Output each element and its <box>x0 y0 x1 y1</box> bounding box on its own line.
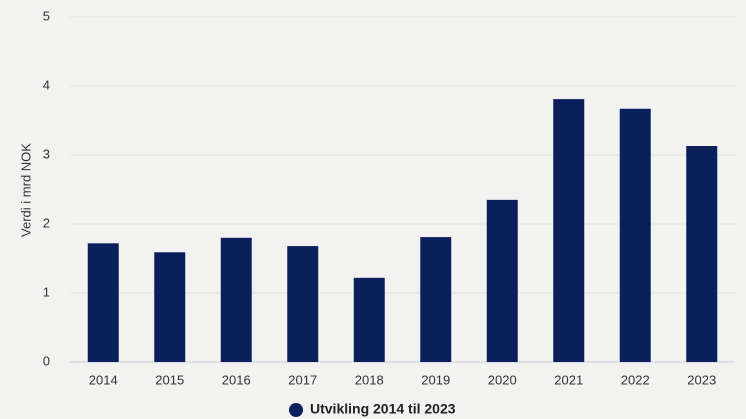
bar <box>420 237 452 362</box>
x-tick-label: 2014 <box>89 372 118 387</box>
x-tick-label: 2023 <box>687 372 716 387</box>
bar <box>553 99 585 363</box>
x-tick-label: 2021 <box>554 372 583 387</box>
y-tick-label: 0 <box>43 353 50 368</box>
x-tick-label: 2016 <box>222 372 251 387</box>
bar <box>220 237 252 362</box>
legend-marker <box>289 403 303 417</box>
bar <box>686 146 718 362</box>
y-tick-label: 1 <box>43 284 50 299</box>
y-axis-label: Verdi i mrd NOK <box>18 143 33 237</box>
x-tick-label: 2019 <box>421 372 450 387</box>
x-tick-label: 2018 <box>355 372 384 387</box>
bar <box>619 108 651 363</box>
legend-label: Utvikling 2014 til 2023 <box>310 401 456 417</box>
x-tick-label: 2022 <box>621 372 650 387</box>
y-tick-label: 5 <box>43 8 50 23</box>
x-tick-label: 2015 <box>155 372 184 387</box>
x-tick-label: 2020 <box>488 372 517 387</box>
bar <box>154 252 186 362</box>
y-tick-label: 2 <box>43 215 50 230</box>
y-tick-label: 4 <box>43 77 50 92</box>
bar <box>486 199 518 362</box>
x-tick-label: 2017 <box>288 372 317 387</box>
bar <box>287 246 319 362</box>
y-tick-label: 3 <box>43 146 50 161</box>
bar <box>87 243 119 362</box>
bar <box>353 277 385 362</box>
